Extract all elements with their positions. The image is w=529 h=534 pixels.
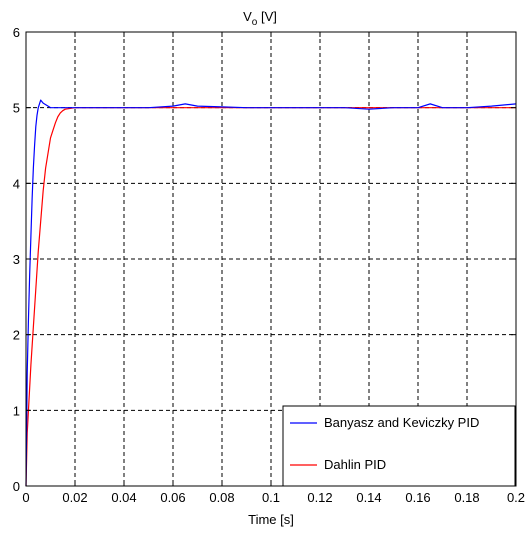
y-tick-label: 5	[13, 101, 20, 116]
x-tick-label: 0.02	[62, 490, 87, 505]
y-tick-label: 2	[13, 328, 20, 343]
legend: Banyasz and Keviczky PID Dahlin PID	[282, 405, 516, 487]
x-tick-label: 0.16	[405, 490, 430, 505]
chart-title: Vo [V]	[243, 9, 277, 28]
y-tick-label: 6	[13, 25, 20, 40]
x-tick-label: 0.2	[507, 490, 525, 505]
y-tick-label: 0	[13, 479, 20, 494]
series-layer	[25, 99, 517, 487]
x-tick-label: 0.12	[307, 490, 332, 505]
series-line-0	[25, 99, 517, 487]
x-tick-label: 0.1	[262, 490, 280, 505]
x-tick-label: 0.08	[209, 490, 234, 505]
tick-layer: 0 0.02 0.04 0.06 0.08 0.1 0.12 0.14 0.16 0.18 0.2 0…	[13, 25, 525, 505]
x-axis-label: Time [s]	[248, 512, 294, 527]
legend-label-dahlin: Dahlin PID	[324, 457, 386, 472]
title-unit: [V]	[257, 9, 277, 24]
x-tick-label: 0.06	[160, 490, 185, 505]
title-subscript: o	[252, 17, 258, 28]
x-tick-label: 0.04	[111, 490, 136, 505]
title-main: V	[243, 9, 252, 24]
x-tick-label: 0.14	[356, 490, 381, 505]
y-tick-label: 1	[13, 403, 20, 418]
x-tick-label: 0	[22, 490, 29, 505]
y-tick-label: 3	[13, 252, 20, 267]
y-tick-label: 4	[13, 176, 20, 191]
legend-box	[282, 405, 516, 487]
legend-label-banyasz: Banyasz and Keviczky PID	[324, 415, 479, 430]
x-tick-label: 0.18	[454, 490, 479, 505]
